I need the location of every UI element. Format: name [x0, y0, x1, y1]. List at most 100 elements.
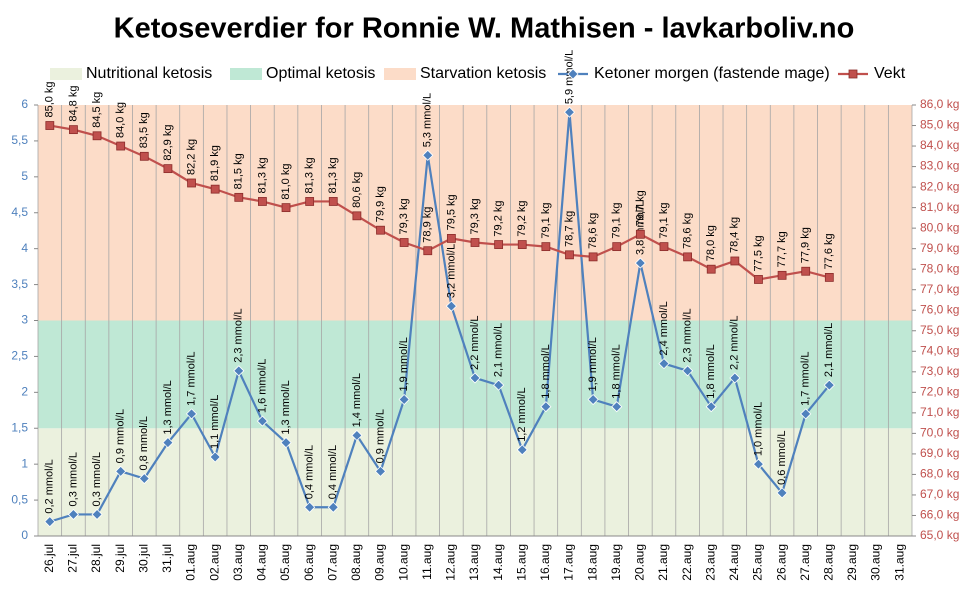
data-label: 81,3 kg — [304, 157, 316, 193]
data-label: 81,3 kg — [256, 157, 268, 193]
x-tick-label: 25.aug — [751, 544, 765, 581]
legend-label: Optimal ketosis — [266, 65, 375, 82]
point-marker — [516, 444, 528, 456]
data-label: 1,7 mmol/L — [800, 351, 812, 405]
x-tick-label: 31.jul — [160, 544, 174, 573]
point-marker — [659, 242, 669, 252]
y-tick-label: 3,5 — [11, 277, 28, 291]
point-marker — [91, 508, 103, 521]
data-label: 81,3 kg — [327, 157, 339, 193]
point-marker — [683, 252, 692, 262]
y-tick-label: 0 — [21, 528, 28, 542]
point-marker — [611, 401, 623, 413]
data-label: 0,4 mmol/L — [327, 445, 339, 499]
point-marker — [634, 257, 646, 269]
point-marker — [517, 240, 527, 249]
x-tick-label: 26.jul — [42, 544, 56, 573]
x-tick-label: 30.jul — [136, 544, 150, 573]
point-marker — [351, 429, 363, 441]
legend-swatch — [384, 68, 416, 80]
point-marker — [588, 252, 598, 262]
data-label: 79,7 kg — [634, 190, 646, 226]
point-marker — [446, 234, 456, 243]
x-tick-label: 19.aug — [609, 544, 623, 581]
x-tick-label: 22.aug — [680, 544, 694, 581]
y2-tick-label: 69,0 kg — [920, 446, 959, 460]
point-marker — [754, 275, 763, 284]
y2-tick-label: 81,0 kg — [920, 200, 959, 214]
point-marker — [328, 197, 338, 206]
y2-tick-label: 80,0 kg — [920, 220, 959, 234]
y2-tick-label: 67,0 kg — [920, 487, 959, 501]
point-marker — [327, 501, 339, 513]
point-marker — [635, 229, 645, 239]
legend-swatch — [50, 68, 82, 80]
data-label: 79,2 kg — [493, 200, 505, 236]
x-tick-label: 21.aug — [656, 544, 670, 581]
point-marker — [280, 437, 292, 449]
x-tick-label: 14.aug — [491, 544, 505, 581]
data-label: 79,9 kg — [374, 186, 386, 222]
data-label: 3,8 mmol/L — [634, 201, 646, 255]
x-tick-label: 23.aug — [703, 544, 717, 581]
data-label: 0,3 mmol/L — [67, 452, 79, 506]
y2-tick-label: 71,0 kg — [920, 405, 959, 419]
data-label: 1,2 mmol/L — [516, 387, 528, 441]
point-marker — [587, 393, 599, 406]
point-marker — [800, 408, 812, 420]
y2-tick-label: 77,0 kg — [920, 282, 959, 296]
data-label: 0,9 mmol/L — [115, 409, 127, 463]
data-label: 81,9 kg — [209, 145, 221, 181]
point-marker — [185, 408, 198, 420]
data-label: 0,8 mmol/L — [138, 416, 150, 470]
data-label: 2,2 mmol/L — [729, 316, 741, 370]
data-label: 79,3 kg — [398, 198, 410, 234]
point-marker — [162, 437, 174, 449]
y2-tick-label: 75,0 kg — [920, 323, 959, 337]
point-marker — [398, 393, 410, 406]
y2-tick-label: 68,0 kg — [920, 467, 959, 481]
x-tick-label: 30.aug — [869, 544, 883, 581]
point-marker — [139, 151, 149, 161]
data-label: 79,3 kg — [469, 198, 481, 234]
data-label: 5,3 mmol/L — [422, 93, 434, 147]
point-marker — [752, 458, 765, 470]
point-marker — [233, 365, 245, 377]
point-marker — [706, 264, 716, 274]
point-marker — [730, 256, 740, 266]
y-tick-label: 6 — [21, 97, 28, 111]
x-tick-label: 29.aug — [845, 544, 859, 581]
data-label: 78,7 kg — [563, 211, 575, 247]
chart-title: Ketoseverdier for Ronnie W. Mathisen - l… — [114, 13, 855, 45]
point-marker — [612, 242, 622, 252]
data-label: 1,9 mmol/L — [587, 337, 599, 391]
point-marker — [234, 192, 244, 202]
data-label: 85,0 kg — [44, 81, 56, 117]
x-tick-label: 04.aug — [255, 544, 269, 581]
y2-tick-label: 78,0 kg — [920, 261, 959, 275]
x-tick-label: 12.aug — [444, 544, 458, 581]
x-tick-label: 07.aug — [325, 544, 339, 581]
x-tick-label: 03.aug — [231, 544, 245, 581]
series-line — [49, 124, 830, 281]
x-tick-label: 28.aug — [821, 544, 835, 581]
data-label: 78,6 kg — [587, 213, 599, 249]
x-tick-label: 24.aug — [727, 544, 741, 581]
data-label: 1,4 mmol/L — [351, 373, 363, 427]
point-marker — [540, 401, 552, 413]
point-marker — [541, 242, 551, 252]
point-marker — [777, 270, 787, 280]
data-label: 80,6 kg — [351, 172, 363, 208]
y-tick-label: 4,5 — [11, 205, 28, 219]
data-label: 1,3 mmol/L — [280, 380, 292, 434]
ketosis-band — [38, 428, 912, 536]
data-label: 82,2 kg — [185, 139, 197, 175]
data-label: 78,6 kg — [682, 213, 694, 249]
x-tick-label: 27.aug — [798, 544, 812, 581]
data-label: 1,6 mmol/L — [256, 359, 268, 413]
y2-tick-label: 82,0 kg — [920, 179, 959, 193]
y-tick-label: 3 — [21, 313, 28, 327]
x-tick-label: 01.aug — [184, 544, 198, 581]
y2-tick-label: 85,0 kg — [920, 118, 959, 132]
